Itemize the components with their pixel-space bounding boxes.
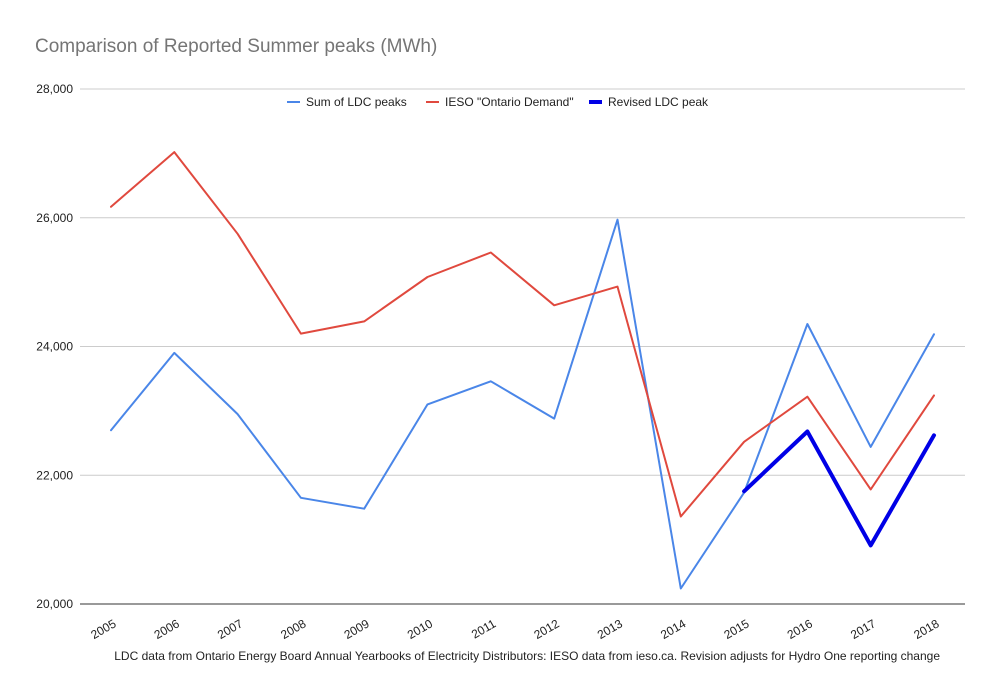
- x-tick-label: 2016: [785, 616, 815, 642]
- chart-caption: LDC data from Ontario Energy Board Annua…: [114, 649, 940, 663]
- x-tick-label: 2006: [152, 616, 182, 642]
- x-tick-label: 2017: [848, 616, 878, 642]
- x-tick-labels: 2005 2006 2007 2008 2009 2010 2011 2012 2013 2014…: [88, 616, 941, 642]
- x-tick-label: 2015: [721, 616, 751, 642]
- series-lines: [110, 151, 936, 590]
- x-tick-label: 2005: [88, 616, 118, 642]
- y-tick-label: 28,000: [36, 82, 73, 96]
- y-tick-labels: 20,000 22,000 24,000 26,000 28,000: [36, 82, 73, 611]
- legend-label-2: Revised LDC peak: [608, 95, 709, 109]
- y-tick-label: 20,000: [36, 597, 73, 611]
- x-tick-label: 2009: [342, 616, 372, 642]
- gridlines: [80, 88, 965, 605]
- y-tick-label: 26,000: [36, 211, 73, 225]
- x-tick-label: 2008: [278, 616, 308, 642]
- y-tick-label: 22,000: [36, 468, 73, 482]
- x-tick-label: 2018: [911, 616, 941, 642]
- x-tick-label: 2011: [469, 616, 499, 641]
- series-line-2: [742, 429, 936, 548]
- legend-label-1: IESO "Ontario Demand": [445, 95, 574, 109]
- x-tick-label: 2013: [595, 616, 625, 642]
- x-tick-label: 2007: [215, 616, 245, 642]
- x-tick-label: 2012: [532, 616, 562, 642]
- legend: Sum of LDC peaks IESO "Ontario Demand" Rev…: [287, 95, 709, 109]
- chart-title: Comparison of Reported Summer peaks (MWh…: [35, 36, 438, 57]
- x-tick-label: 2014: [658, 616, 688, 642]
- series-line-1: [110, 151, 935, 518]
- series-line-0: [110, 218, 935, 590]
- x-tick-label: 2010: [405, 616, 435, 642]
- y-tick-label: 24,000: [36, 340, 73, 354]
- legend-label-0: Sum of LDC peaks: [306, 95, 407, 109]
